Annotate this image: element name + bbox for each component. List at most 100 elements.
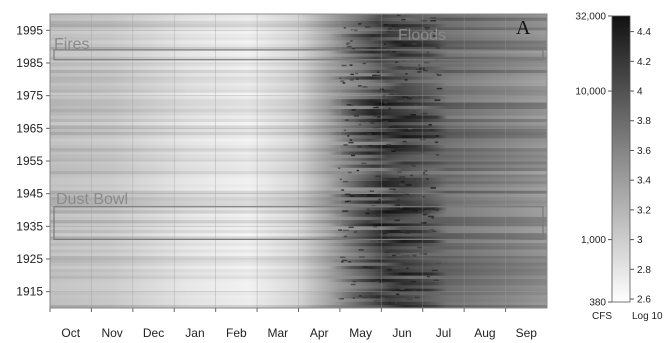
speckle [392, 254, 396, 257]
speckle [381, 197, 387, 199]
colorbar-cfs-tick-label: 10,000 [575, 87, 606, 98]
speckle [350, 73, 355, 76]
speckle [389, 188, 394, 190]
speckle [346, 45, 352, 48]
speckle [431, 217, 435, 219]
speckle [406, 27, 411, 29]
speckle [361, 162, 367, 165]
speckle [415, 68, 421, 71]
speckle [396, 293, 400, 296]
speckle [414, 179, 421, 181]
speckle [392, 132, 397, 135]
speckle [389, 126, 394, 129]
panel-label: A [516, 17, 531, 39]
speckle [432, 25, 436, 27]
colorbar-ticks: 4.4 4.2 4 3.8 3.6 3.4 3.2 3 2.8 2.6 32,000 10,000 1,… [575, 11, 651, 308]
speckle [359, 120, 366, 123]
speckle [428, 215, 434, 218]
speckle [367, 208, 370, 211]
speckle [399, 288, 405, 290]
colorbar-log-tick-label: 3.6 [637, 146, 651, 157]
speckle [371, 205, 376, 207]
speckle [349, 64, 353, 66]
speckle [417, 71, 422, 73]
fires-label: Fires [54, 36, 90, 53]
speckle [369, 190, 374, 192]
speckle [394, 204, 401, 206]
speckle [383, 43, 386, 45]
speckle [372, 74, 377, 77]
speckle [418, 44, 424, 47]
speckle [351, 109, 354, 111]
speckle [405, 184, 412, 186]
speckle [394, 302, 398, 304]
speckle [393, 188, 396, 191]
speckle [395, 252, 401, 255]
speckle [370, 240, 377, 243]
speckle [423, 69, 428, 72]
speckle [405, 195, 409, 197]
speckle [412, 202, 416, 205]
speckle [396, 14, 401, 17]
speckle [359, 295, 362, 297]
speckle [377, 193, 383, 196]
colorbar [611, 15, 631, 303]
speckle [433, 35, 436, 37]
speckle [351, 154, 356, 157]
speckle [356, 169, 360, 172]
y-tick-label: 1945 [16, 187, 43, 201]
speckle [435, 262, 442, 264]
speckle [372, 106, 376, 109]
speckle [395, 61, 398, 63]
speckle [424, 253, 428, 255]
y-axis-ticks: 1995 1985 1975 1965 1955 1945 1935 1925 1915 [16, 23, 50, 299]
speckle [424, 170, 428, 172]
x-tick-label: Jan [185, 326, 204, 340]
speckle [426, 275, 431, 278]
speckle [356, 78, 359, 80]
speckle [410, 114, 416, 116]
speckle [435, 209, 440, 211]
speckle [435, 135, 440, 137]
speckle [347, 200, 351, 202]
speckle [421, 173, 428, 176]
speckle [421, 20, 427, 22]
speckle [408, 41, 414, 44]
speckle [361, 259, 365, 262]
speckle [406, 298, 413, 301]
speckle [387, 268, 392, 271]
speckle [426, 210, 432, 213]
speckle [339, 178, 342, 181]
speckle [407, 97, 412, 99]
speckle [342, 180, 349, 183]
speckle [348, 261, 352, 263]
speckle [384, 303, 389, 306]
speckle [402, 140, 407, 143]
colorbar-log-tick-label: 4.4 [637, 27, 651, 38]
speckle [399, 176, 406, 178]
speckle [417, 246, 423, 249]
speckle [389, 93, 395, 96]
x-tick-label: Sep [516, 326, 538, 340]
speckle [366, 133, 372, 135]
speckle [400, 206, 403, 209]
speckle [381, 200, 386, 203]
speckle [341, 64, 347, 67]
speckle [400, 180, 405, 183]
speckle [363, 266, 369, 268]
x-tick-label: Feb [226, 326, 247, 340]
x-tick-label: Mar [267, 326, 288, 340]
speckle [387, 49, 390, 52]
speckle [413, 104, 419, 106]
speckle [387, 285, 393, 287]
speckle [378, 198, 381, 201]
colorbar-log-tick-label: 2.6 [637, 295, 651, 306]
speckle [342, 229, 349, 232]
speckle [352, 297, 355, 299]
speckle [436, 87, 443, 90]
speckle [343, 235, 348, 238]
speckle [401, 254, 404, 257]
speckle [404, 255, 410, 257]
speckle [339, 77, 342, 79]
speckle [404, 232, 411, 234]
